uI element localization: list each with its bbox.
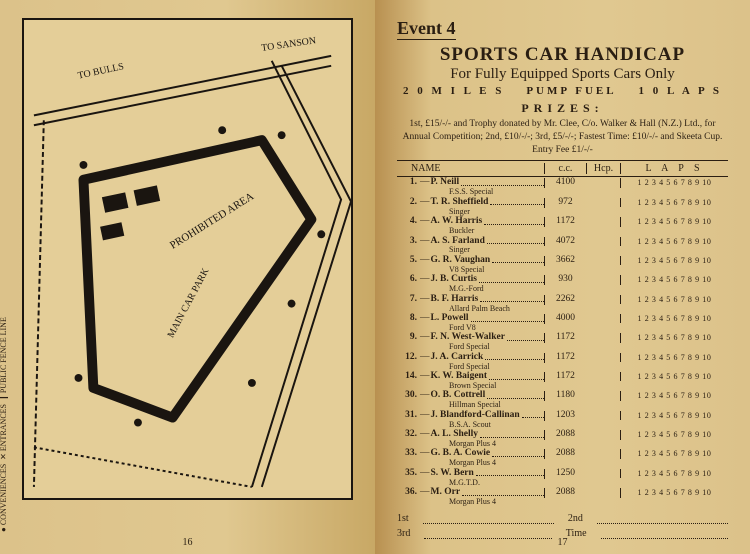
table-row: 2.—T. R. SheffieldSinger9721 2 3 4 5 6 7…	[397, 197, 728, 216]
track-map: PROHIBITED AREA MAIN CAR PARK TO BULLS T…	[22, 18, 353, 500]
th-name: NAME	[397, 163, 544, 174]
legend-entrances: ENTRANCES	[0, 404, 8, 451]
table-row: 14.—K. W. BaigentBrown Special11721 2 3 …	[397, 371, 728, 390]
table-row: 33.—G. B. A. CowieMorgan Plus 420881 2 3…	[397, 448, 728, 467]
th-hcp: Hcp.	[586, 163, 620, 174]
footer-1st: 1st	[397, 513, 409, 524]
page-number-left: 16	[0, 537, 375, 548]
table-row: 9.—F. N. West-WalkerFord Special11721 2 …	[397, 332, 728, 351]
table-row: 30.—O. B. CottrellHillman Special11801 2…	[397, 390, 728, 409]
th-laps: L A P S	[620, 163, 728, 174]
table-row: 4.—A. W. HarrisBuckler11721 2 3 4 5 6 7 …	[397, 216, 728, 235]
event-heading: Event 4	[397, 18, 456, 40]
legend-fence: PUBLIC FENCE LINE	[0, 317, 8, 393]
map-legend: ● CONVENIENCES ✕ ENTRANCES ┃ PUBLIC FENC…	[0, 317, 8, 532]
table-header: NAME c.c. Hcp. L A P S	[397, 160, 728, 177]
results-footer: 1st 2nd 3rd Time	[397, 513, 728, 539]
table-row: 5.—G. R. VaughanV8 Special36621 2 3 4 5 …	[397, 255, 728, 274]
table-row: 6.—J. B. CurtisM.G.-Ford9301 2 3 4 5 6 7…	[397, 274, 728, 293]
prizes-label: PRIZES:	[397, 101, 728, 116]
table-row: 31.—J. Blandford-CallinanB.S.A. Scout120…	[397, 410, 728, 429]
table-row: 35.—S. W. BernM.G.T.D.12501 2 3 4 5 6 7 …	[397, 468, 728, 487]
table-row: 12.—J. A. CarrickFord Special11721 2 3 4…	[397, 352, 728, 371]
table-row: 3.—A. S. FarlandSinger40721 2 3 4 5 6 7 …	[397, 236, 728, 255]
map-label-prohibited: PROHIBITED AREA	[168, 190, 256, 251]
fuel: PUMP FUEL	[526, 85, 616, 97]
map-svg: PROHIBITED AREA MAIN CAR PARK TO BULLS T…	[24, 20, 351, 498]
event-title: SPORTS CAR HANDICAP	[397, 44, 728, 66]
th-cc: c.c.	[544, 163, 586, 174]
legend-conveniences: CONVENIENCES	[0, 464, 8, 525]
entries-table: 1.—P. NeillF.S.S. Special41001 2 3 4 5 6…	[397, 177, 728, 506]
page-number-right: 17	[375, 537, 750, 548]
event-subtitle: For Fully Equipped Sports Cars Only	[397, 66, 728, 83]
miles: 2 0 M I L E S	[403, 85, 504, 97]
footer-2nd: 2nd	[568, 513, 583, 524]
table-row: 7.—B. F. HarrisAllard Palm Beach22621 2 …	[397, 294, 728, 313]
map-label-sanson: TO SANSON	[261, 35, 317, 54]
prizes-text: 1st, £15/-/- and Trophy donated by Mr. C…	[401, 118, 724, 156]
map-label-carpark: MAIN CAR PARK	[166, 266, 212, 340]
laps-label: 1 0 L A P S	[639, 85, 722, 97]
map-label-bulls: TO BULLS	[77, 61, 125, 81]
left-page: PROHIBITED AREA MAIN CAR PARK TO BULLS T…	[0, 0, 375, 554]
table-row: 36.—M. OrrMorgan Plus 420881 2 3 4 5 6 7…	[397, 487, 728, 506]
right-page: Event 4 SPORTS CAR HANDICAP For Fully Eq…	[375, 0, 750, 554]
table-row: 8.—L. PowellFord V840001 2 3 4 5 6 7 8 9…	[397, 313, 728, 332]
event-info-line: 2 0 M I L E S PUMP FUEL 1 0 L A P S	[397, 83, 728, 99]
table-row: 1.—P. NeillF.S.S. Special41001 2 3 4 5 6…	[397, 177, 728, 196]
table-row: 32.—A. L. ShellyMorgan Plus 420881 2 3 4…	[397, 429, 728, 448]
